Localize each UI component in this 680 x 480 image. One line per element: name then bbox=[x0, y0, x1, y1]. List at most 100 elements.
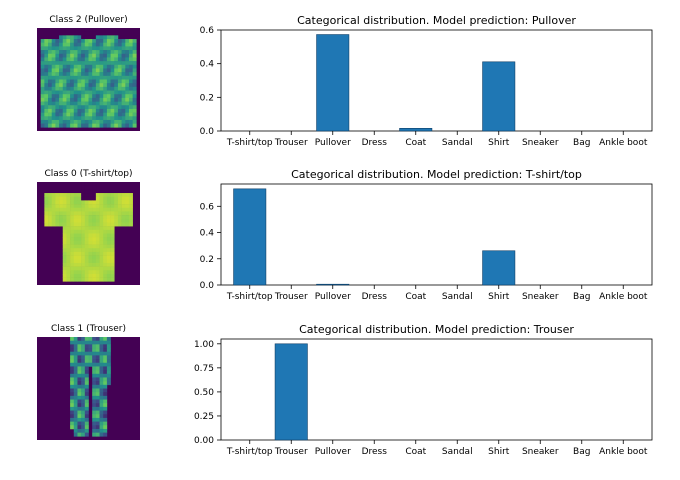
image-pixel bbox=[103, 119, 108, 124]
image-pixel bbox=[59, 50, 64, 55]
image-pixel bbox=[106, 46, 111, 51]
image-pixel bbox=[99, 417, 104, 422]
image-pixel bbox=[44, 39, 49, 44]
image-pixel bbox=[95, 384, 100, 389]
image-pixel bbox=[99, 421, 104, 426]
image-pixel bbox=[88, 116, 93, 121]
image-pixel bbox=[55, 72, 60, 77]
image-pixel bbox=[110, 72, 115, 77]
image-pixel bbox=[95, 432, 100, 437]
image-pixel bbox=[121, 90, 126, 95]
image-pixel bbox=[81, 68, 86, 73]
image-pixel bbox=[77, 207, 82, 212]
image-pixel bbox=[44, 61, 49, 66]
image-pixel bbox=[59, 200, 64, 205]
image-pixel bbox=[84, 123, 89, 128]
image-pixel bbox=[95, 39, 100, 44]
image-pixel bbox=[121, 83, 126, 88]
image-pixel bbox=[92, 72, 97, 77]
image-pixel bbox=[59, 218, 64, 223]
image-pixel bbox=[59, 222, 64, 227]
image-pixel bbox=[92, 403, 97, 408]
image-pixel bbox=[92, 428, 97, 433]
image-pixel bbox=[66, 215, 71, 220]
image-pixel bbox=[103, 359, 108, 364]
image-pixel bbox=[110, 108, 115, 113]
image-pixel bbox=[114, 53, 119, 58]
image-pixel bbox=[117, 90, 122, 95]
image-pixel bbox=[99, 226, 104, 231]
image-pixel bbox=[62, 75, 67, 80]
image-pixel bbox=[106, 105, 111, 110]
image-pixel bbox=[125, 46, 130, 51]
image-pixel bbox=[77, 403, 82, 408]
image-pixel bbox=[81, 366, 86, 371]
image-pixel bbox=[51, 97, 56, 102]
image-pixel bbox=[70, 359, 75, 364]
image-pixel bbox=[51, 83, 56, 88]
image-pixel bbox=[88, 362, 93, 367]
image-pixel bbox=[84, 377, 89, 382]
image-pixel bbox=[103, 392, 108, 397]
image-pixel bbox=[73, 248, 78, 253]
image-pixel bbox=[73, 215, 78, 220]
image-pixel bbox=[77, 344, 82, 349]
image-pixel bbox=[92, 218, 97, 223]
image-pixel bbox=[81, 248, 86, 253]
image-pixel bbox=[55, 53, 60, 58]
image-pixel bbox=[117, 200, 122, 205]
image-pixel bbox=[73, 46, 78, 51]
image-pixel bbox=[73, 366, 78, 371]
image-pixel bbox=[95, 262, 100, 267]
image-pixel bbox=[128, 108, 133, 113]
image-pixel bbox=[106, 61, 111, 66]
image-pixel bbox=[95, 57, 100, 62]
image-pixel bbox=[121, 116, 126, 121]
image-pixel bbox=[121, 86, 126, 91]
image-pixel bbox=[95, 377, 100, 382]
image-pixel bbox=[103, 259, 108, 264]
image-pixel bbox=[128, 112, 133, 117]
image-pixel bbox=[92, 373, 97, 378]
image-pixel bbox=[114, 90, 119, 95]
image-pixel bbox=[110, 112, 115, 117]
image-pixel bbox=[70, 101, 75, 106]
image-pixel bbox=[103, 42, 108, 47]
image-pixel bbox=[84, 119, 89, 124]
image-pixel bbox=[92, 362, 97, 367]
image-pixel bbox=[70, 226, 75, 231]
bar-coat bbox=[399, 128, 433, 132]
image-pixel bbox=[103, 94, 108, 99]
image-pixel bbox=[88, 359, 93, 364]
image-pixel bbox=[66, 94, 71, 99]
image-pixel bbox=[95, 50, 100, 55]
image-pixel bbox=[110, 244, 115, 249]
image-pixel bbox=[66, 222, 71, 227]
image-pixel bbox=[103, 377, 108, 382]
image-pixel bbox=[95, 370, 100, 375]
image-pixel bbox=[77, 79, 82, 84]
image-pixel bbox=[70, 46, 75, 51]
image-pixel bbox=[62, 277, 67, 282]
image-pixel bbox=[117, 79, 122, 84]
image-pixel bbox=[132, 61, 137, 66]
image-pixel bbox=[55, 116, 60, 121]
image-pixel bbox=[84, 406, 89, 411]
image-pixel bbox=[81, 388, 86, 393]
image-pixel bbox=[106, 277, 111, 282]
image-pixel bbox=[66, 61, 71, 66]
image-pixel bbox=[106, 248, 111, 253]
image-pixel bbox=[117, 86, 122, 91]
image-pixel bbox=[40, 75, 45, 80]
image-pixel bbox=[95, 193, 100, 198]
image-pixel bbox=[81, 46, 86, 51]
image-pixel bbox=[62, 240, 67, 245]
x-tick-label: T-shirt/top bbox=[226, 292, 273, 302]
chart-title-0: Categorical distribution. Model predicti… bbox=[297, 14, 576, 27]
image-pixel bbox=[106, 57, 111, 62]
image-pixel bbox=[88, 348, 93, 353]
image-pixel bbox=[125, 72, 130, 77]
image-pixel bbox=[125, 112, 130, 117]
image-pixel bbox=[81, 226, 86, 231]
image-pixel bbox=[99, 229, 104, 234]
